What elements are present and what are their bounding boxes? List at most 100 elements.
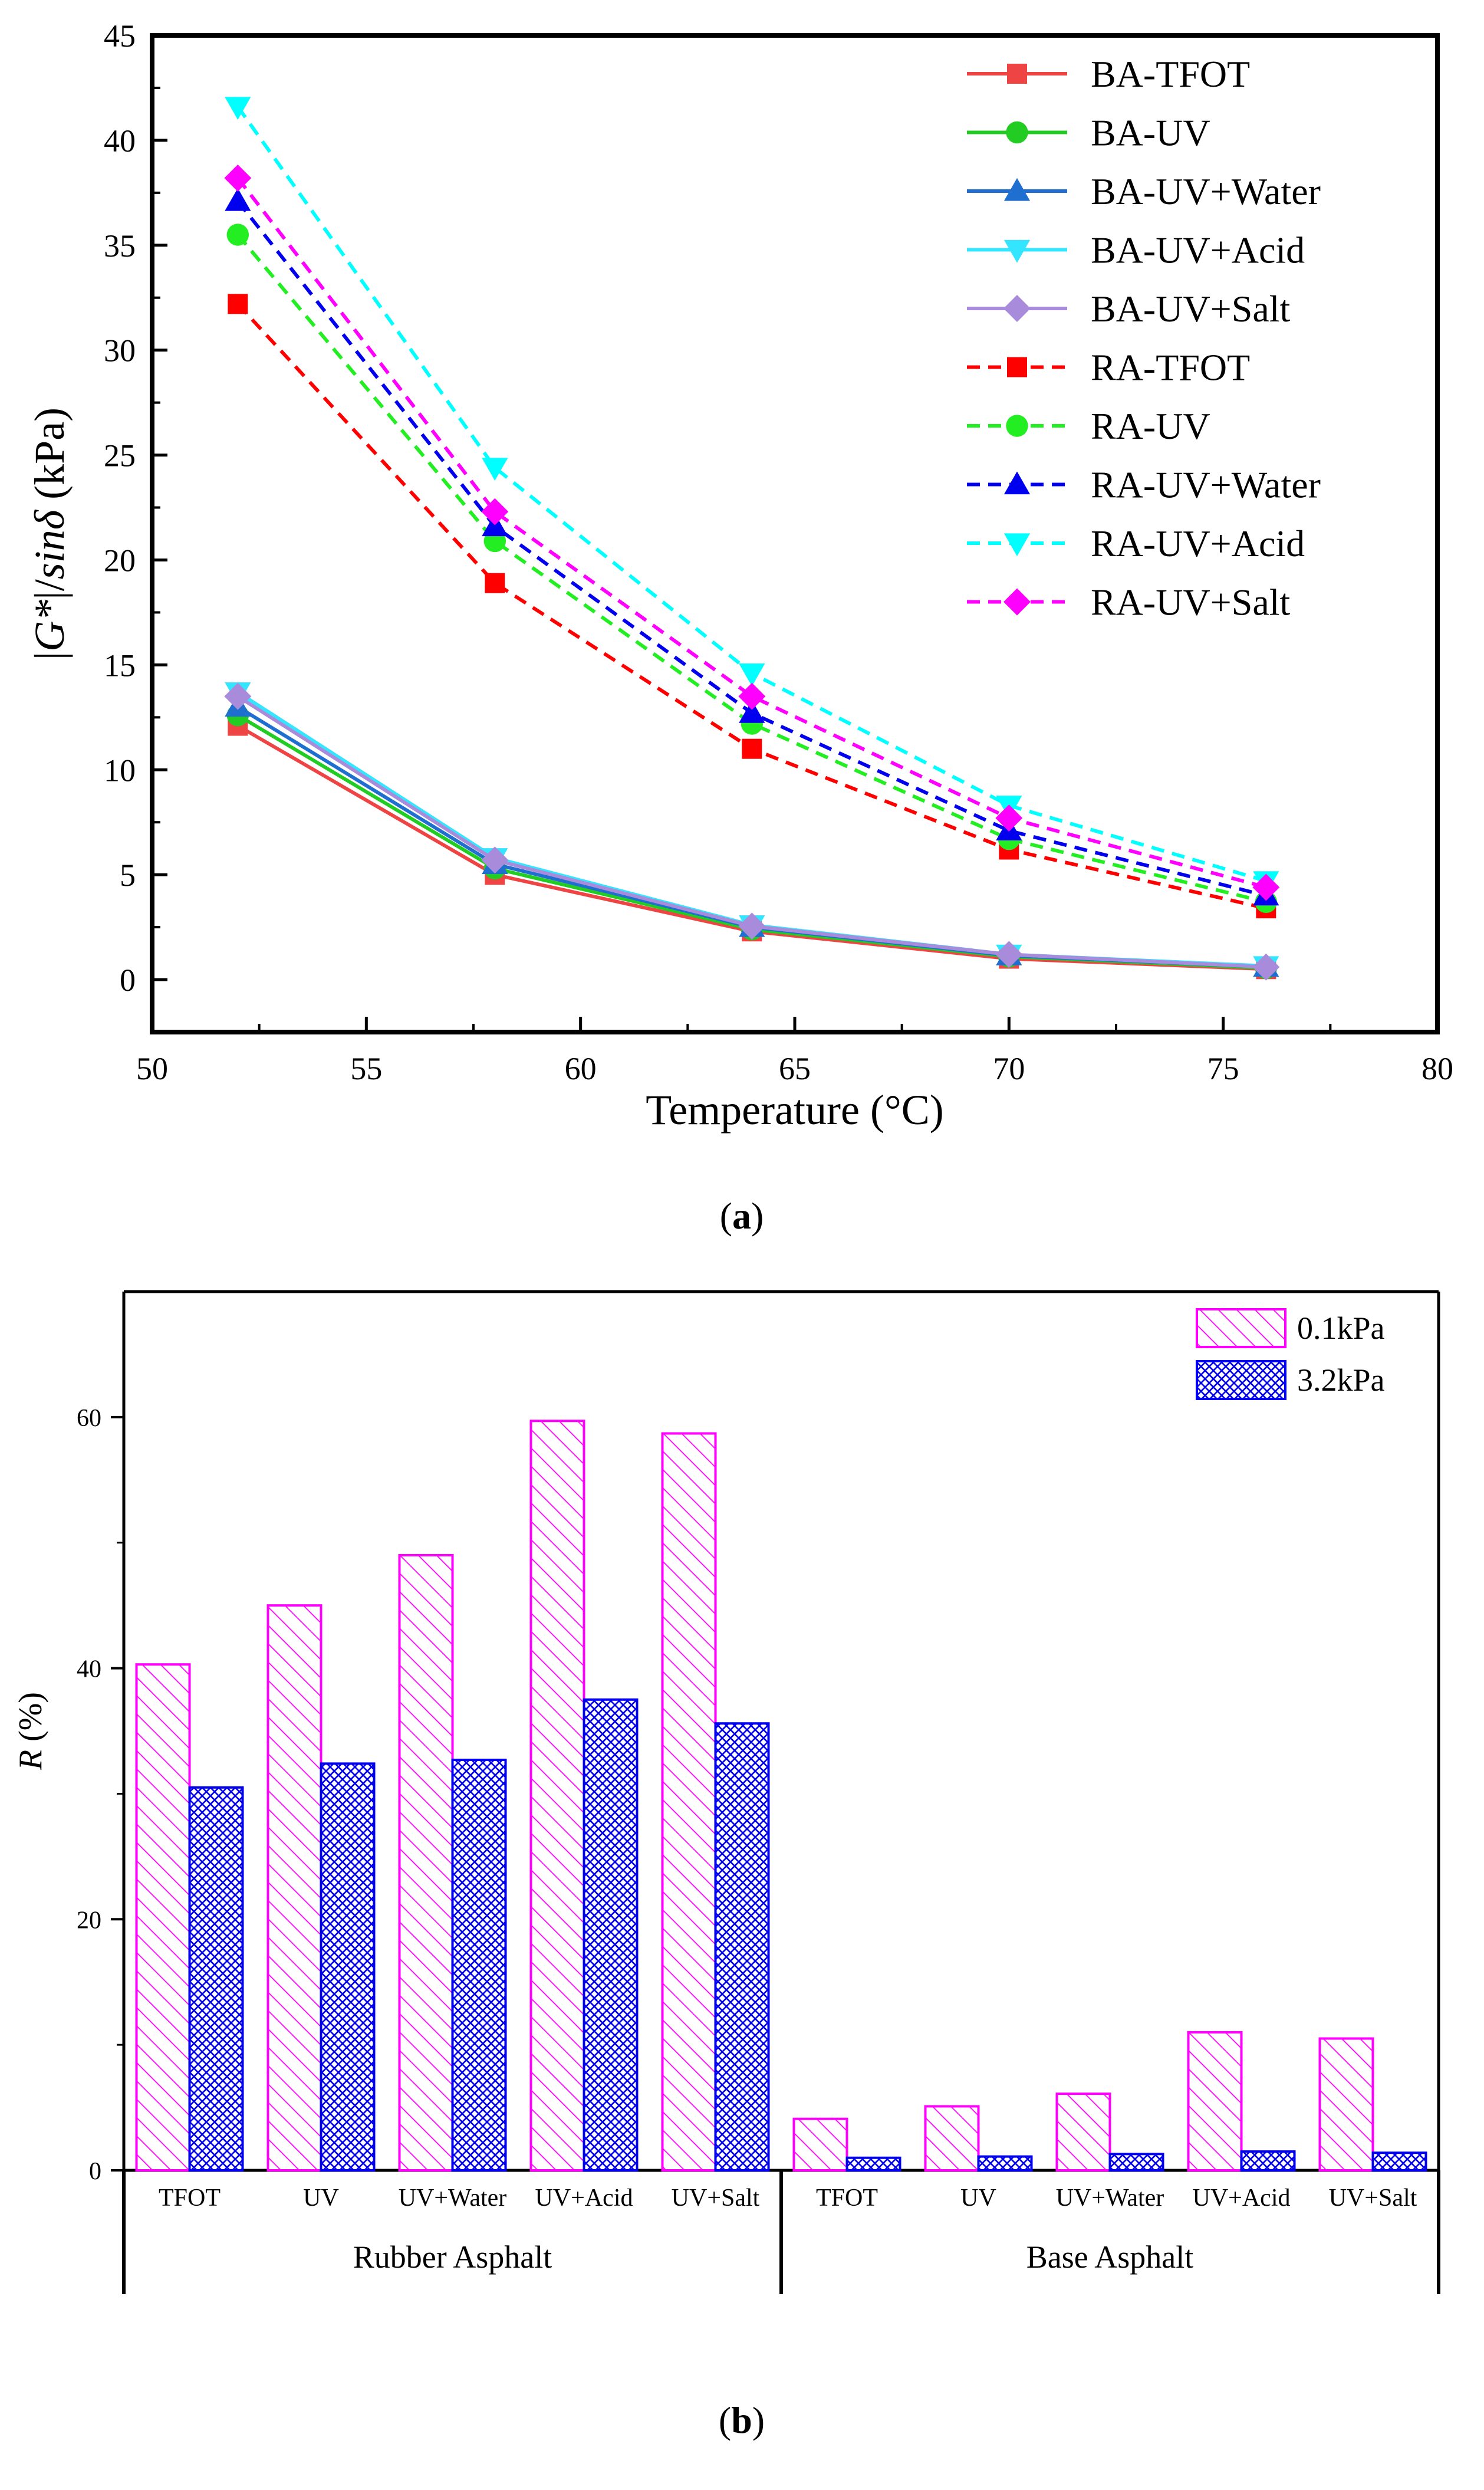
- panel-b-bars: [135, 1420, 1427, 2172]
- legend-marker: [1003, 588, 1031, 616]
- x-tick-label: 65: [779, 1051, 811, 1086]
- bar-3-2kpa: [188, 1786, 244, 2172]
- legend-entry: RA-UV+Water: [967, 464, 1321, 506]
- legend-label: BA-UV+Salt: [1091, 288, 1291, 330]
- category-label: UV+Water: [399, 2185, 507, 2212]
- data-point: [481, 846, 509, 874]
- legend-label: 0.1kPa: [1297, 1310, 1385, 1346]
- y-tick-label: 10: [104, 753, 136, 788]
- bar-3-2kpa: [977, 2155, 1033, 2172]
- x-tick-label: 50: [136, 1051, 168, 1086]
- panel-a-tick-labels: 50 55 60 65 70 75 80 0 5 10 15 20 25 30 35 40 45: [104, 18, 1453, 1086]
- data-point: [482, 458, 508, 481]
- y-tick-label: 5: [120, 858, 136, 893]
- category-label: TFOT: [159, 2185, 221, 2212]
- legend-marker: [1003, 533, 1031, 557]
- legend-marker: [1006, 415, 1028, 437]
- y-tick-label: 0: [89, 2158, 101, 2185]
- y-tick-label: 45: [104, 18, 136, 54]
- legend-label: RA-UV+Acid: [1091, 523, 1305, 564]
- data-point: [224, 164, 252, 192]
- y-tick-label: 40: [104, 123, 136, 159]
- panel-a-xlabel: Temperature (°C): [646, 1086, 944, 1134]
- panel-b-legend: 0.1kPa 3.2kPa: [1196, 1308, 1385, 1400]
- category-label: UV+Salt: [1329, 2185, 1417, 2212]
- legend-entry: BA-TFOT: [967, 53, 1250, 95]
- category-label: UV+Salt: [672, 2185, 760, 2212]
- legend-entry: 0.1kPa: [1196, 1308, 1385, 1348]
- legend-entry: BA-UV+Water: [967, 170, 1321, 212]
- series-ra-uv-salt: [224, 164, 1280, 901]
- data-point: [226, 224, 249, 246]
- panel-b-caption: (b): [719, 2399, 765, 2441]
- data-point: [739, 663, 765, 686]
- y-tick-label: 15: [104, 648, 136, 683]
- bar-0-1kpa: [266, 1604, 323, 2172]
- y-tick-label: 30: [104, 333, 136, 369]
- data-point: [224, 682, 252, 710]
- bar-3-2kpa: [1371, 2151, 1427, 2172]
- y-tick-label: 0: [120, 963, 136, 998]
- category-label: UV+Water: [1056, 2185, 1164, 2212]
- y-tick-label: 35: [104, 228, 136, 264]
- legend-label: BA-UV+Acid: [1091, 229, 1305, 271]
- legend-label: BA-UV+Water: [1091, 170, 1321, 212]
- legend-marker: [1007, 357, 1027, 377]
- category-label: UV: [960, 2185, 996, 2212]
- series-line: [236, 234, 1267, 904]
- legend-label: BA-UV: [1091, 112, 1210, 154]
- legend-entry: RA-UV+Acid: [967, 523, 1305, 564]
- bar-3-2kpa: [845, 2156, 901, 2172]
- data-point: [739, 700, 765, 723]
- data-point: [485, 573, 505, 593]
- legend-marker: [1003, 295, 1031, 322]
- bar-3-2kpa: [583, 1698, 639, 2172]
- category-label: UV+Acid: [535, 2185, 633, 2212]
- bar-0-1kpa: [1187, 2031, 1243, 2172]
- y-tick-label: 60: [77, 1405, 101, 1432]
- bar-3-2kpa: [1108, 2153, 1164, 2172]
- legend-marker: [1003, 471, 1031, 495]
- category-label: UV+Acid: [1193, 2185, 1291, 2212]
- y-tick-label: 40: [77, 1656, 101, 1683]
- x-tick-label: 55: [350, 1051, 382, 1086]
- data-point: [742, 738, 762, 759]
- group-label: Rubber Asphalt: [353, 2239, 552, 2275]
- x-tick-label: 80: [1422, 1051, 1453, 1086]
- panel-a-caption: (a): [720, 1195, 764, 1237]
- bar-3-2kpa: [714, 1722, 770, 2172]
- category-label: TFOT: [816, 2185, 878, 2212]
- legend-entry: BA-UV+Salt: [967, 288, 1291, 330]
- legend-entry: RA-TFOT: [967, 347, 1250, 389]
- data-point: [1252, 953, 1280, 981]
- bar-3-2kpa: [1240, 2150, 1296, 2172]
- legend-entry: 3.2kPa: [1196, 1360, 1385, 1400]
- data-point: [225, 188, 251, 211]
- legend-marker: [1007, 64, 1027, 84]
- y-tick-label: 20: [77, 1907, 101, 1934]
- panel-a-legend: BA-TFOT BA-UV BA-UV+Water BA-UV+Acid BA-UV+S…: [967, 53, 1321, 623]
- bar-0-1kpa: [1055, 2092, 1111, 2172]
- data-point: [228, 294, 248, 314]
- group-label: Base Asphalt: [1026, 2239, 1193, 2275]
- legend-marker: [1003, 178, 1031, 201]
- legend-entry: RA-UV+Salt: [967, 582, 1291, 623]
- bar-0-1kpa: [792, 2117, 848, 2172]
- legend-label: RA-UV: [1091, 405, 1210, 447]
- x-tick-label: 75: [1207, 1051, 1239, 1086]
- legend-marker: [1003, 239, 1031, 263]
- data-point: [738, 682, 766, 710]
- data-point: [225, 97, 251, 120]
- legend-label: RA-UV+Salt: [1091, 582, 1291, 623]
- data-point: [481, 498, 509, 525]
- data-point: [995, 941, 1023, 968]
- x-tick-label: 60: [565, 1051, 597, 1086]
- series-line: [236, 177, 1267, 889]
- legend-swatch: [1196, 1308, 1286, 1348]
- panel-a-series: [224, 97, 1280, 981]
- panel-b-ticks: 0 20 40 60: [77, 1405, 124, 2185]
- legend-marker: [1006, 121, 1028, 144]
- panel-b-bar-chart: 0 20 40 60 TFOT UV UV+Water UV+Acid UV+Salt TFOT…: [12, 1290, 1440, 2441]
- bar-0-1kpa: [924, 2105, 980, 2172]
